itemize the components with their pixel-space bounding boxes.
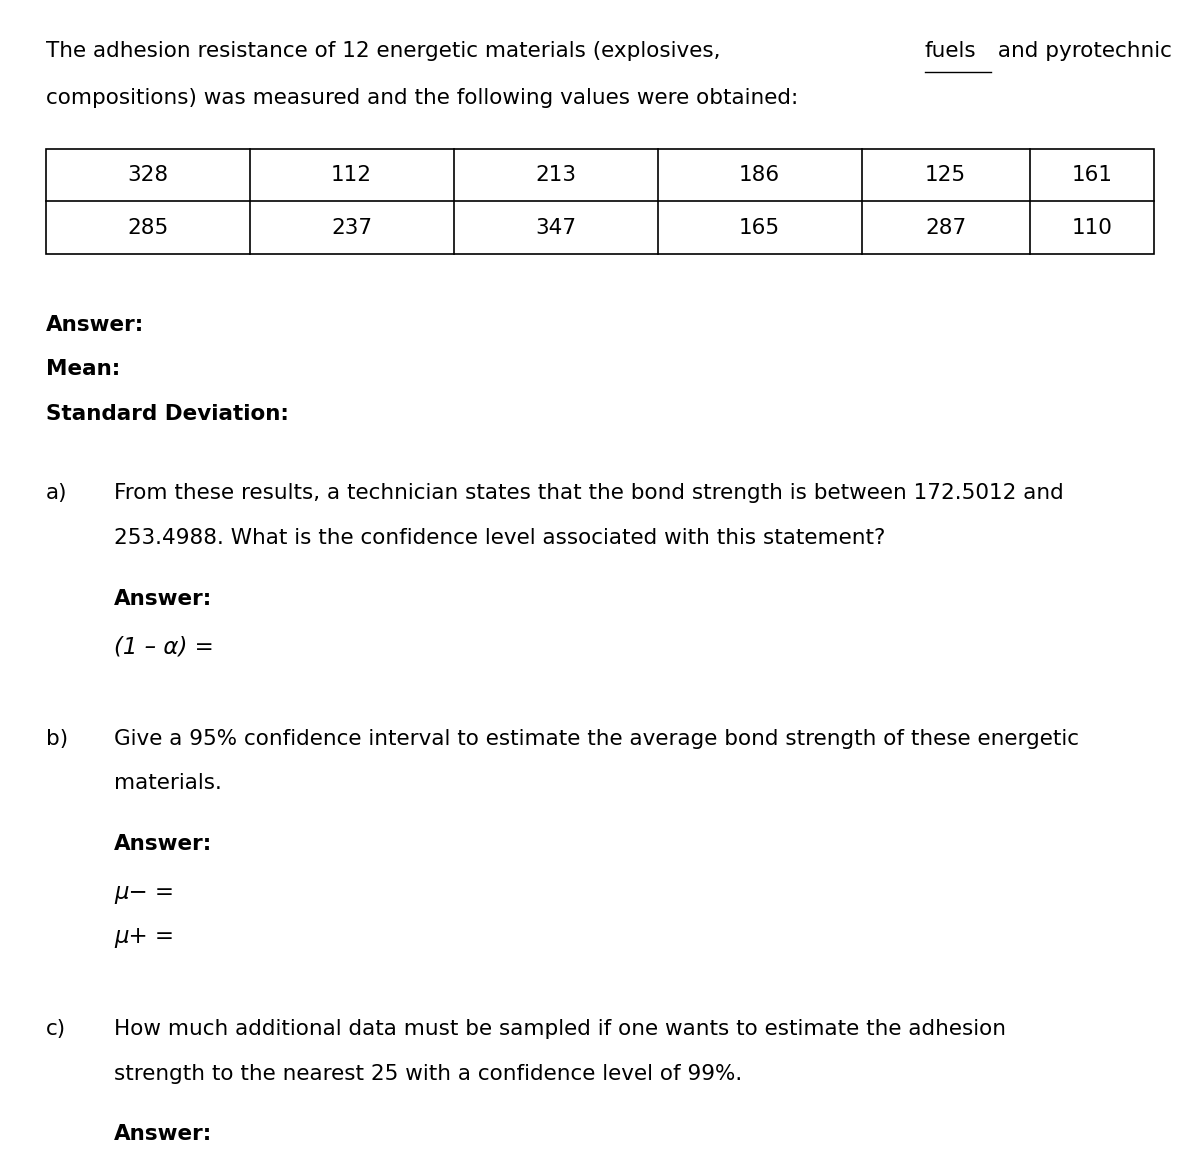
Text: 237: 237 xyxy=(331,218,372,238)
Text: compositions) was measured and the following values were obtained:: compositions) was measured and the follo… xyxy=(46,88,798,108)
Text: 347: 347 xyxy=(535,218,576,238)
Text: 328: 328 xyxy=(127,165,168,185)
Text: a): a) xyxy=(46,483,67,503)
Text: materials.: materials. xyxy=(114,773,222,793)
Text: Mean:: Mean: xyxy=(46,359,120,379)
Text: and pyrotechnic: and pyrotechnic xyxy=(991,41,1172,61)
Text: 285: 285 xyxy=(127,218,168,238)
Text: Answer:: Answer: xyxy=(114,1124,212,1144)
Text: Answer:: Answer: xyxy=(46,315,144,335)
Text: μ− =: μ− = xyxy=(114,881,174,904)
Text: 112: 112 xyxy=(331,165,372,185)
Text: (1 – α) =: (1 – α) = xyxy=(114,635,214,659)
Text: μ+ =: μ+ = xyxy=(114,925,174,949)
Text: fuels: fuels xyxy=(925,41,977,61)
Text: Give a 95% confidence interval to estimate the average bond strength of these en: Give a 95% confidence interval to estima… xyxy=(114,729,1079,749)
Text: Answer:: Answer: xyxy=(114,834,212,854)
Text: 110: 110 xyxy=(1072,218,1112,238)
Text: 287: 287 xyxy=(925,218,966,238)
Text: The adhesion resistance of 12 energetic materials (explosives,: The adhesion resistance of 12 energetic … xyxy=(46,41,727,61)
Text: 125: 125 xyxy=(925,165,966,185)
Text: How much additional data must be sampled if one wants to estimate the adhesion: How much additional data must be sampled… xyxy=(114,1019,1006,1039)
Text: From these results, a technician states that the bond strength is between 172.50: From these results, a technician states … xyxy=(114,483,1063,503)
Bar xyxy=(46,149,1154,254)
Text: Standard Deviation:: Standard Deviation: xyxy=(46,404,288,424)
Text: Answer:: Answer: xyxy=(114,589,212,608)
Text: strength to the nearest 25 with a confidence level of 99%.: strength to the nearest 25 with a confid… xyxy=(114,1064,743,1083)
Text: b): b) xyxy=(46,729,67,749)
Text: c): c) xyxy=(46,1019,66,1039)
Text: 253.4988. What is the confidence level associated with this statement?: 253.4988. What is the confidence level a… xyxy=(114,528,886,548)
Text: 186: 186 xyxy=(739,165,780,185)
Text: 165: 165 xyxy=(739,218,780,238)
Text: 161: 161 xyxy=(1072,165,1112,185)
Text: 213: 213 xyxy=(535,165,576,185)
